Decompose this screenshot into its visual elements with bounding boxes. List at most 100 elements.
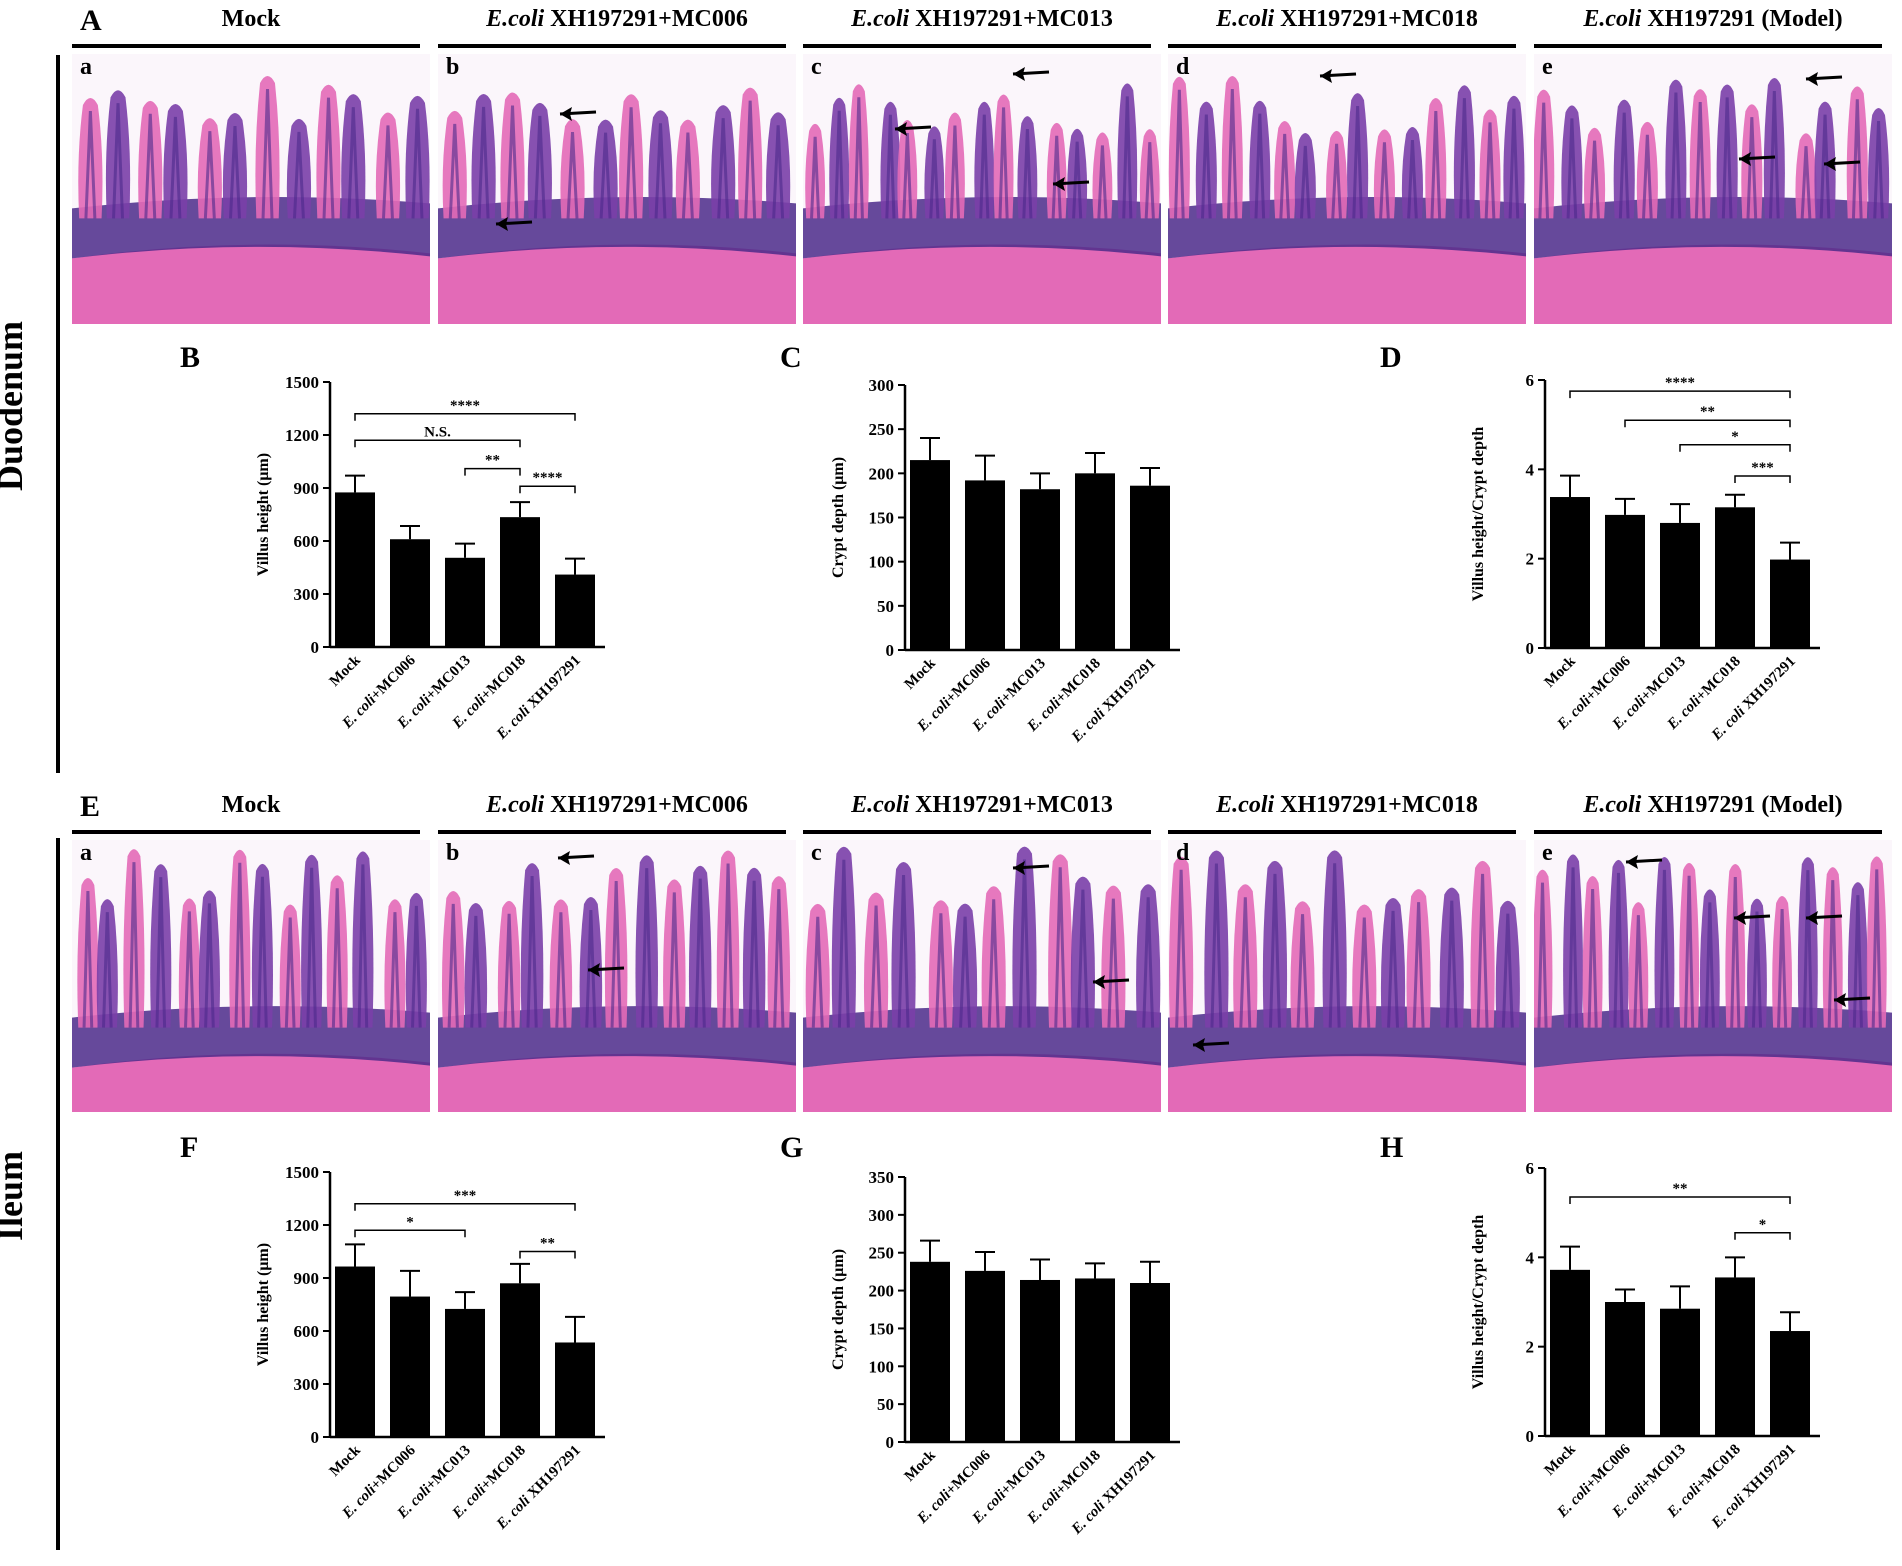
bar	[335, 1266, 375, 1437]
y-tick-label: 6	[1526, 1159, 1535, 1178]
x-tick-text: +MC013	[423, 1443, 474, 1494]
group-title-e: E.coli XH197291 (Model)	[1534, 6, 1892, 33]
significance-label: *	[406, 1214, 414, 1230]
group-title-b: E.coli XH197291+MC006	[438, 6, 796, 33]
group-title-text: XH197291 (Model)	[1641, 792, 1843, 818]
panel-letter-F: F	[180, 1131, 198, 1164]
x-tick-text: XH197291	[1737, 654, 1799, 716]
group-title-italic: E.coli	[1216, 6, 1275, 32]
significance-label: **	[1700, 404, 1715, 420]
y-tick-label: 350	[869, 1168, 895, 1187]
y-tick-label: 300	[869, 376, 895, 395]
y-tick-label: 0	[1526, 639, 1535, 658]
histology-image-e: e	[1534, 54, 1892, 324]
arrow-icon	[1092, 975, 1130, 989]
bar	[1075, 1278, 1115, 1442]
panel-letter-E: E	[80, 790, 101, 823]
group-title-d: E.coli XH197291+MC018	[1168, 6, 1526, 33]
significance-bracket	[464, 467, 521, 476]
chart-B: B 0 300 600 900 1200 1500 Villus height (μm) Moc…	[180, 341, 605, 743]
x-tick-text: XH197291	[1097, 656, 1159, 718]
bar	[1020, 489, 1060, 650]
group-title-c: E.coli XH197291+MC013	[803, 792, 1161, 819]
arrow-icon	[1052, 177, 1090, 191]
x-tick-label: Mock	[902, 1447, 940, 1485]
x-tick-text: Mock	[327, 652, 365, 690]
x-tick-label: Mock	[902, 655, 940, 693]
x-tick-label: Mock	[1542, 1441, 1580, 1479]
x-tick-text: XH197291	[522, 1443, 584, 1505]
x-tick-text: Mock	[902, 1447, 940, 1485]
x-tick-text: +MC006	[943, 1447, 994, 1498]
bar	[1660, 1308, 1700, 1436]
y-axis-label: Villus height (μm)	[255, 1243, 272, 1366]
arrow-icon	[1733, 911, 1771, 925]
bar	[1660, 522, 1700, 648]
histology-image-d: d	[1168, 54, 1526, 324]
panel-letter-B: B	[180, 341, 200, 374]
significance-label: ***	[1751, 460, 1774, 476]
arrow-icon	[1833, 993, 1871, 1007]
arrow-icon	[1805, 911, 1843, 925]
y-tick-label: 50	[877, 597, 894, 616]
bar	[1020, 1279, 1060, 1442]
y-tick-label: 900	[294, 1269, 320, 1288]
bar	[555, 574, 595, 647]
bar	[500, 517, 540, 647]
y-tick-label: 100	[869, 1357, 895, 1376]
significance-bracket	[354, 439, 521, 448]
significance-bracket	[1569, 390, 1791, 399]
bar	[1130, 485, 1170, 650]
significance-bracket	[1734, 475, 1791, 484]
significance-bracket	[1734, 1232, 1791, 1240]
group-title-italic: E.coli	[486, 792, 545, 818]
panel-letter-G: G	[780, 1131, 803, 1164]
x-tick-text: +MC018	[1053, 656, 1104, 707]
y-tick-label: 300	[294, 1375, 320, 1394]
bar	[1130, 1283, 1170, 1442]
y-tick-label: 100	[869, 553, 895, 572]
bar	[1715, 507, 1755, 648]
y-tick-label: 600	[294, 532, 320, 551]
group-underline	[803, 830, 1151, 834]
x-tick-text: XH197291	[522, 653, 584, 715]
panel-letter-C: C	[780, 341, 802, 374]
significance-label: **	[1673, 1181, 1688, 1197]
bar	[1075, 473, 1115, 650]
group-title-italic: E.coli	[1583, 792, 1642, 818]
x-tick-label: Mock	[1542, 653, 1580, 691]
histology-image-e: e	[1534, 840, 1892, 1112]
y-tick-label: 0	[311, 1428, 320, 1447]
arrow-icon	[1805, 72, 1843, 86]
y-tick-label: 6	[1526, 371, 1535, 390]
image-sublabel: c	[811, 54, 822, 80]
y-tick-label: 900	[294, 479, 320, 498]
group-title-a: Mock	[72, 6, 430, 33]
significance-label: **	[540, 1236, 555, 1252]
significance-label: *	[1731, 429, 1739, 445]
x-tick-text: +MC018	[1053, 1448, 1104, 1499]
image-sublabel: a	[80, 54, 92, 80]
group-title-text: XH197291+MC013	[909, 6, 1113, 32]
significance-bracket	[354, 1203, 576, 1211]
group-title-text: XH197291+MC013	[909, 792, 1113, 818]
bar	[1770, 559, 1810, 648]
group-title-italic: E.coli	[1216, 792, 1275, 818]
y-axis-label: Crypt depth (μm)	[830, 457, 847, 578]
arrow-icon	[587, 963, 625, 977]
bar	[445, 1308, 485, 1437]
significance-bracket	[1679, 444, 1791, 452]
arrow-icon	[1012, 861, 1050, 875]
group-underline	[438, 830, 786, 834]
x-tick-text: +MC013	[1638, 1442, 1689, 1493]
y-tick-label: 4	[1526, 1248, 1535, 1267]
group-title-text: XH197291+MC018	[1274, 792, 1478, 818]
chart-G: G 0 50 100 150 200 250 300 350 Crypt depth (μm) Mo…	[780, 1131, 1180, 1538]
group-title-d: E.coli XH197291+MC018	[1168, 792, 1526, 819]
y-tick-label: 2	[1526, 550, 1535, 569]
x-tick-text: +MC006	[368, 652, 419, 703]
panel-letter-D: D	[1380, 341, 1402, 374]
x-tick-text: +MC013	[998, 656, 1049, 707]
image-sublabel: a	[80, 840, 92, 866]
